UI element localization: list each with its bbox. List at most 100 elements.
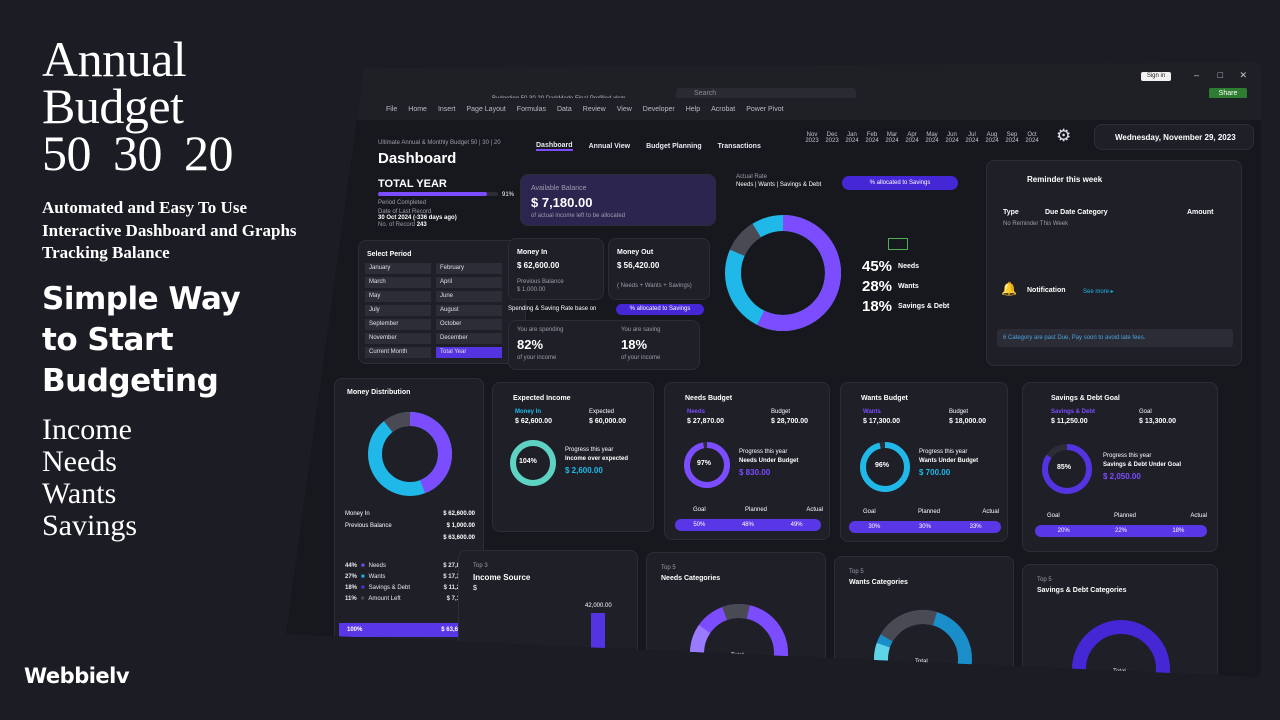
planned-label: Planned [917, 509, 941, 515]
period-option[interactable]: December [436, 333, 502, 344]
needs-delta: $ 830.00 [739, 468, 771, 477]
month-nov-2023[interactable]: Nov 2023 [805, 132, 819, 144]
minimize-icon[interactable]: – [1193, 70, 1199, 80]
actual-value: 18% [1172, 528, 1185, 534]
breakdown-pct: 18% [345, 585, 358, 591]
expected-label: Expected [589, 409, 615, 415]
needs-gauge [684, 442, 730, 488]
spending-saving-pill[interactable]: % allocated to Savings [616, 304, 704, 315]
spending-saving-label: Spending & Saving Rate base on [508, 306, 597, 312]
period-option[interactable]: August [436, 305, 502, 316]
tagline: Simple Way to Start Budgeting [42, 279, 362, 402]
ribbon-tab[interactable]: Data [556, 105, 572, 113]
month-oct-2024[interactable]: Oct 2024 [1025, 132, 1039, 144]
period-option[interactable]: February [436, 263, 502, 274]
ribbon-tab[interactable]: Help [685, 105, 701, 113]
ribbon-tab[interactable]: Review [582, 105, 606, 113]
month-sep-2024[interactable]: Sep 2024 [1005, 132, 1019, 144]
gauge-ring [510, 440, 556, 486]
hero-title: Annual Budget 50 30 20 [42, 31, 362, 178]
actual-rate-label: Actual Rate [736, 174, 768, 180]
period-option[interactable]: October [436, 319, 502, 330]
savings-status: Savings & Debt Under Goal [1103, 462, 1182, 468]
spending-label: You are spending [517, 327, 564, 333]
needs-categories-top: Top 5 [661, 565, 676, 571]
period-option[interactable]: Current Month [365, 347, 431, 358]
actual-label: Actual [806, 507, 823, 513]
wants-gauge [860, 442, 910, 492]
money-out-card: Money Out $ 56,420.00 ( Needs + Wants + … [608, 238, 710, 300]
period-option[interactable]: September [365, 319, 431, 330]
ribbon-tab[interactable]: Power Pivot [746, 105, 784, 113]
category-item: Wants [42, 476, 117, 510]
ribbon-tab[interactable]: Developer [642, 105, 675, 113]
cash-icon [888, 238, 908, 250]
income-source-top: Top 3 [473, 563, 488, 569]
previous-balance-label: Previous Balance [517, 279, 564, 285]
share-button[interactable]: Share [1209, 88, 1247, 99]
signin-button[interactable]: Sign in [1141, 72, 1171, 81]
spending-value: 82% [517, 337, 544, 352]
month-feb-2024[interactable]: Feb 2024 [865, 132, 879, 144]
needs-categories-card: Top 5 Needs Categories Total $27,870.00 [646, 552, 826, 677]
expected-money-in-label: Money In [515, 409, 542, 415]
ribbon-tab[interactable]: Acrobat [711, 105, 736, 113]
feature-list: Automated and Easy To Use Interactive Da… [42, 197, 362, 265]
ribbon-tab[interactable]: Formulas [516, 105, 546, 113]
period-option[interactable]: June [436, 291, 502, 302]
period-option[interactable]: May [365, 291, 431, 302]
gauge-fill [1042, 444, 1092, 494]
distribution-rows: Money In $ 62,600.00 Previous Balance $ 1,… [345, 511, 475, 541]
reminder-col-amount: Amount [1187, 209, 1214, 216]
maximize-icon[interactable]: □ [1217, 70, 1223, 80]
month-mar-2024[interactable]: Mar 2024 [885, 132, 899, 144]
month-dec-2023[interactable]: Dec 2023 [825, 132, 839, 144]
ribbon-tab[interactable]: Page Layout [466, 105, 506, 113]
nav-dashboard[interactable]: Dashboard [536, 142, 573, 151]
ribbon-tab[interactable]: File [386, 105, 398, 113]
nav-annual-view[interactable]: Annual View [588, 143, 631, 150]
ribbon-tab[interactable]: Home [408, 105, 427, 113]
ribbon-tab[interactable]: View [616, 105, 632, 113]
period-option[interactable]: January [365, 263, 431, 274]
month-aug-2024[interactable]: Aug 2024 [985, 132, 999, 144]
needs-budget-label: Budget [771, 409, 791, 415]
nav-budget-planning[interactable]: Budget Planning [646, 143, 702, 150]
close-icon[interactable]: ✕ [1239, 70, 1247, 80]
month-jul-2024[interactable]: Jul 2024 [965, 132, 979, 144]
nav-transactions[interactable]: Transactions [717, 143, 761, 150]
savings-gauge [1042, 444, 1092, 494]
breakdown-pct: 27% [345, 574, 358, 580]
spending-of: of your income [517, 355, 557, 361]
savings-categories-card: Top 5 Savings & Debt Categories Total [1022, 564, 1218, 677]
reminder-title: Reminder this week [1027, 175, 1103, 184]
records-label: No. of Record [378, 222, 416, 228]
month-apr-2024[interactable]: Apr 2024 [905, 132, 919, 144]
income-bar-label-mid: 14,550.00 [545, 659, 572, 665]
wants-cat-segment-2 [874, 610, 972, 677]
dist-left-segment [368, 412, 452, 496]
month-jan-2024[interactable]: Jan 2024 [845, 132, 859, 144]
search-input[interactable]: Search [676, 88, 856, 100]
income-bar-label-low: 5,050.00 [507, 671, 531, 677]
distribution-total-value: $ 63,600.00 [441, 627, 473, 633]
hero-title-line1: Annual [42, 31, 187, 87]
ribbon-tab[interactable]: Insert [437, 105, 456, 113]
month-may-2024[interactable]: May 2024 [925, 132, 939, 144]
total-year-block: TOTAL YEAR 91% Period Completed Date of … [378, 178, 538, 228]
period-option[interactable]: April [436, 277, 502, 288]
breakdown-label: Needs [368, 563, 386, 569]
see-more-link[interactable]: See more ▸ [1083, 289, 1114, 295]
month-jun-2024[interactable]: Jun 2024 [945, 132, 959, 144]
goal-value: 20% [1057, 528, 1070, 534]
period-option[interactable]: March [365, 277, 431, 288]
period-option[interactable]: July [365, 305, 431, 316]
gear-icon[interactable]: ⚙ [1056, 126, 1072, 145]
period-option[interactable]: November [365, 333, 431, 344]
actual-rate-pill[interactable]: % allocated to Savings [842, 176, 958, 190]
goal-label: Goal [863, 509, 876, 515]
saving-of: of your income [621, 355, 661, 361]
planned-label: Planned [1113, 513, 1137, 519]
needs-metric-labels: Goal Planned Actual [693, 507, 823, 513]
period-option-selected[interactable]: Total Year [436, 347, 502, 358]
